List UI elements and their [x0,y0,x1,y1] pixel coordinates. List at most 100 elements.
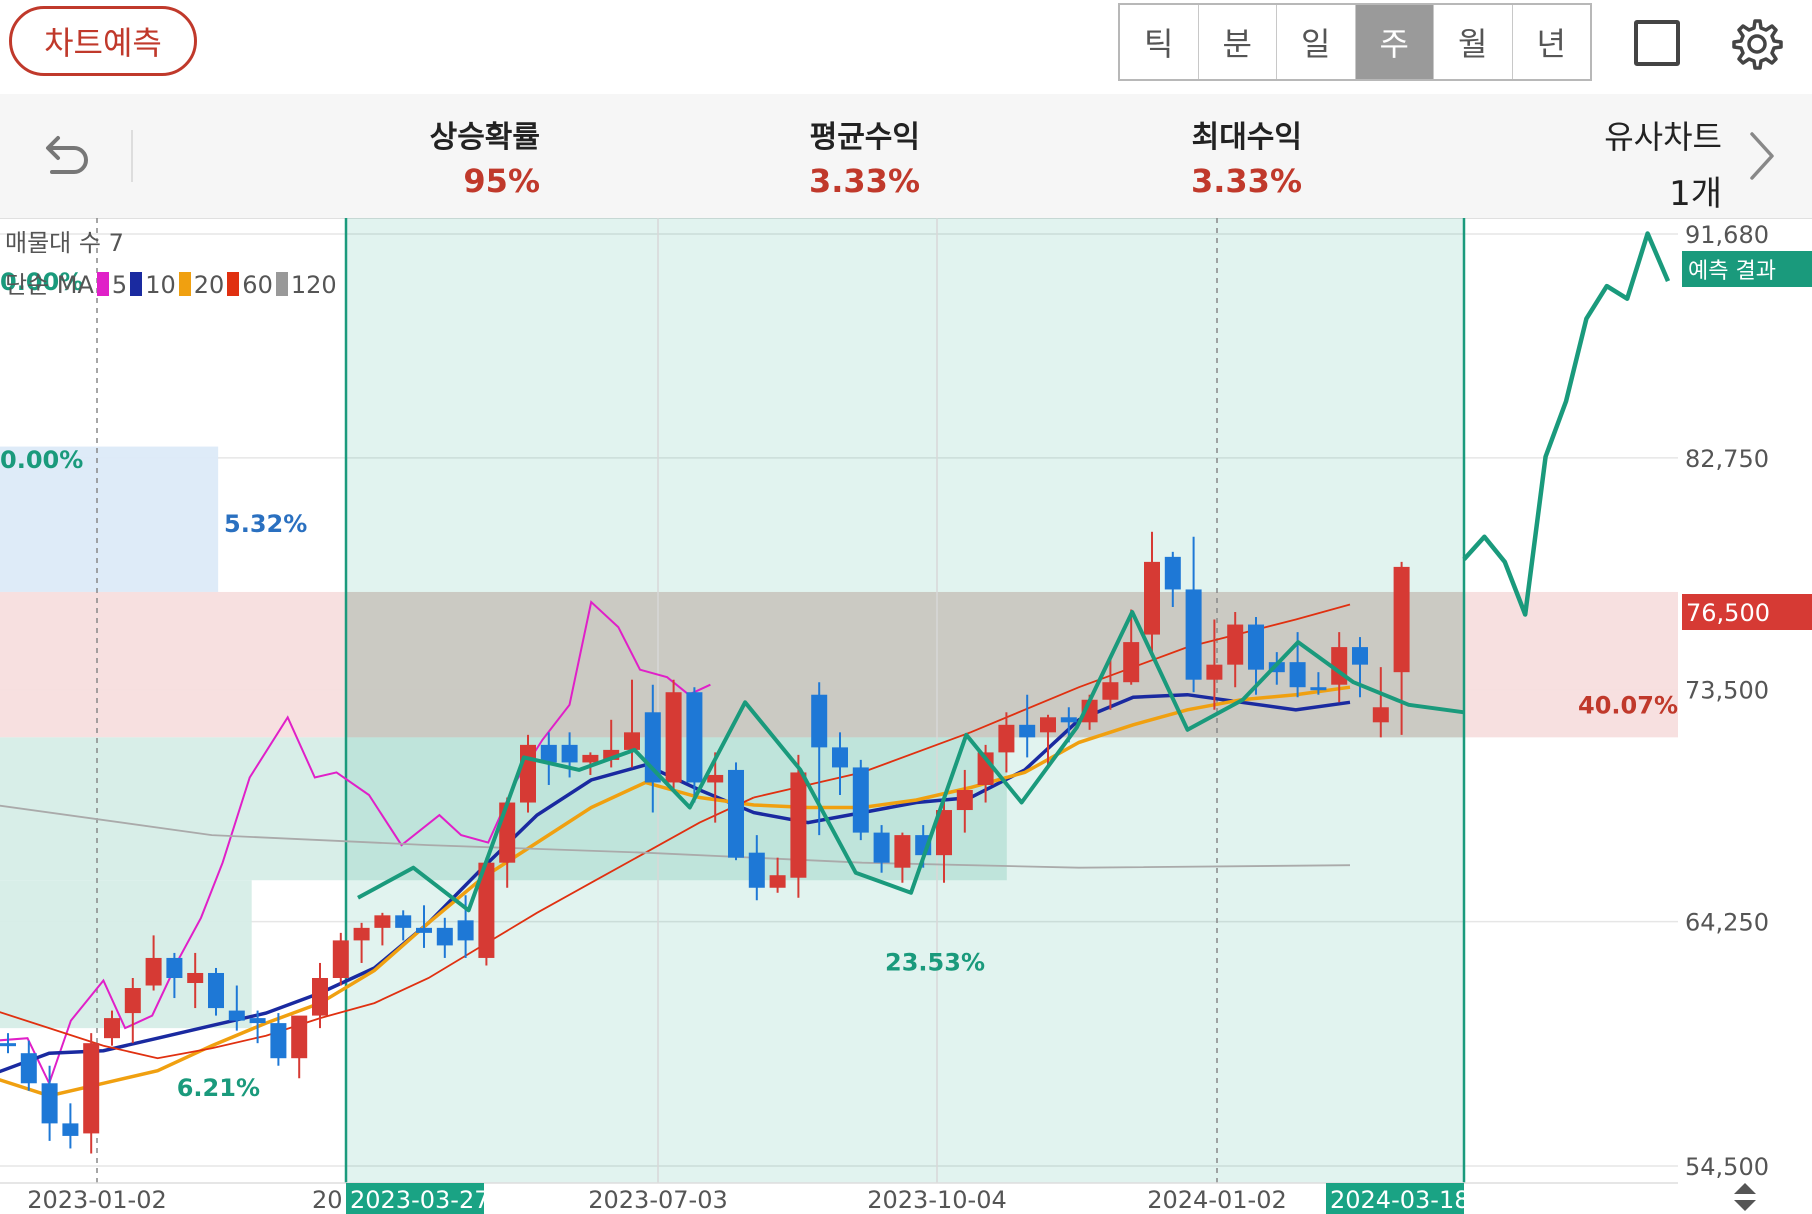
candle-body [603,749,620,760]
candle-body [1019,724,1036,738]
candle-body [457,920,474,941]
ma-swatch-5 [96,272,109,296]
candle-body [436,927,453,946]
chart-legend: 매물대 수 7 단순 MA 5 10 20 60 120 [5,222,337,306]
candle-body [852,767,869,833]
ma-label-60: 60 [242,271,273,299]
candle-body [790,772,807,878]
pattern-start-label: 2023-03-27 [350,1186,489,1214]
candle-body [1040,717,1056,733]
average-return-label: 평균수익 [809,120,920,155]
volume-zone-label-1: 0.00% [0,446,83,474]
stats-divider [131,130,133,182]
candle-body [249,1018,266,1024]
chart-predict-button[interactable]: 차트예측 [9,6,197,76]
rise-probability-stat: 상승확률 95% [380,112,540,200]
prediction-badge [1682,251,1812,287]
candle-body [0,1043,16,1047]
gear-icon[interactable] [1726,15,1784,73]
ma-swatch-120 [275,272,288,296]
prediction-line [1462,231,1671,617]
matched-pattern-line [357,610,1465,913]
max-return-stat: 최대수익 3.33% [1142,112,1302,200]
candle-body [769,875,786,888]
ma-label-5: 5 [111,271,128,299]
moving-average-legend: 단순 MA 5 10 20 60 120 [5,264,337,306]
ma-label-20: 20 [193,271,225,299]
candle-body [686,692,703,783]
period-tab-4[interactable]: 월 [1434,5,1513,79]
candle-body [145,957,162,986]
candle-body [124,988,141,1014]
candle-body [873,832,890,863]
similar-charts[interactable]: 유사차트 1개 [1604,112,1722,215]
candle-body [166,957,183,978]
prediction-badge-label: 예측 결과 [1688,259,1776,284]
candle-body [1144,561,1160,635]
y-tick-label-2: 73,500 [1685,677,1769,705]
candle-body [894,835,911,868]
ma-swatch-10 [130,272,143,296]
candle-body [561,744,578,763]
chevron-right-icon[interactable] [1744,128,1780,184]
candle-body [208,972,224,1009]
ma-prefix-label: 단순 MA [5,271,94,299]
candle-body [1289,662,1306,688]
rise-probability-value: 95% [463,162,540,200]
volume-zone-label-0: 0.00% [0,268,83,296]
candle-body [832,747,848,768]
period-tab-5[interactable]: 년 [1536,25,1566,63]
volume-zone-label-5: 6.21% [177,1074,260,1102]
candle-body [104,1018,120,1039]
price-chart[interactable]: 0.00% 0.00% 5.32% 40.07% 23.53% 6.21% 91,680 82… [0,218,1812,1214]
period-tab-2[interactable]: 일 [1277,5,1356,79]
x-axis-band [0,1183,1812,1214]
volume-zone-label-4: 23.53% [885,948,985,976]
candle-body [353,927,370,941]
max-return-label: 최대수익 [1191,120,1302,155]
candle-body [416,927,432,933]
pattern-window-band [346,218,1464,1183]
candle-body [62,1123,79,1136]
max-return-value: 3.33% [1190,162,1302,200]
similar-charts-count: 1개 [1669,174,1722,214]
ma-swatch-20 [178,272,191,296]
x-tick-label-0: 2023-01-02 [27,1186,166,1214]
candle-body [1206,664,1223,680]
candle-body [624,732,640,750]
candle-body [1060,717,1077,723]
average-return-stat: 평균수익 3.33% [760,112,920,200]
candle-body [811,694,828,748]
prediction-stats-bar [0,94,1812,219]
candle-body [499,802,516,863]
candle-body [41,1083,58,1124]
rise-probability-label: 상승확률 [429,120,540,155]
y-tick-label-3: 64,250 [1685,909,1769,937]
candle-body [665,692,682,783]
candle-body [395,915,412,928]
volume-profile-label: 매물대 수 7 [5,229,124,257]
candle-body [582,754,599,763]
last-price-badge [1682,594,1812,630]
candle-body [83,1043,100,1134]
volume-zone-label-2: 5.32% [224,510,307,538]
ma-label-120: 120 [290,271,337,299]
period-tab-0[interactable]: 틱 [1120,5,1199,79]
y-tick-label-1: 82,750 [1685,445,1769,473]
pattern-end-badge [1326,1183,1464,1214]
period-tab-3[interactable]: 주 [1355,5,1434,79]
scroll-handle-icon[interactable] [1730,1181,1760,1213]
candle-body [20,1053,37,1084]
undo-icon[interactable] [38,128,94,184]
ma-label-10: 10 [145,271,176,299]
candle-body [520,744,536,803]
fullscreen-icon[interactable] [1634,20,1680,66]
candle-body [1227,624,1244,665]
candle-body [998,724,1015,753]
period-tab-1[interactable]: 분 [1199,5,1277,79]
candle-body [332,940,349,978]
x-tick-label-2: 2023-07-03 [588,1186,727,1214]
y-tick-label-0: 91,680 [1685,221,1769,249]
